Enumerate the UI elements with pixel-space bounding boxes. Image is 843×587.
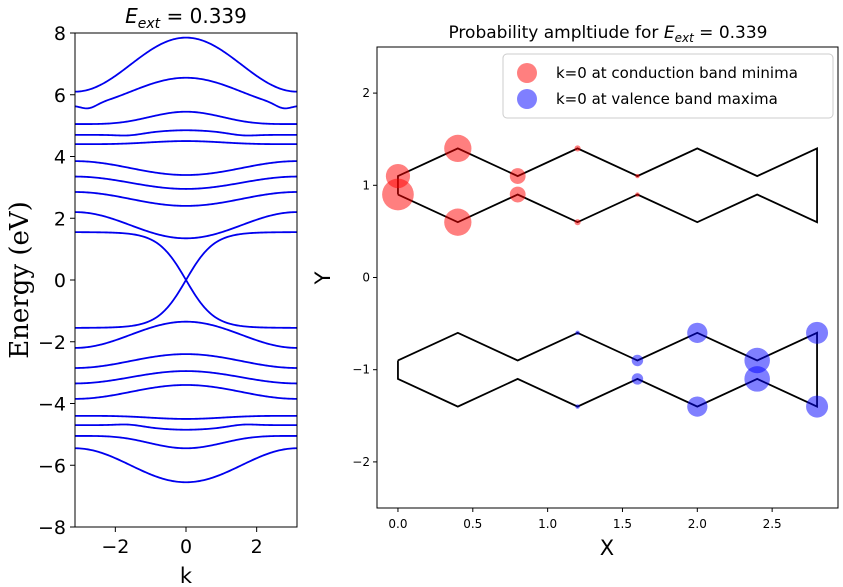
legend-box [502,53,834,119]
legend-marker-conduction [517,63,537,83]
band-structure-panel: Eext = 0.339 −2 0 2 −8 −6 −4 −2 0 2 4 6 8 k Energy… [5,4,298,587]
conduction-amplitude-marker [444,134,472,163]
band-line [75,414,297,420]
amplitude-x-axis-label: X [600,536,614,560]
valence-amplitude-marker [744,347,770,374]
y-tick-label: 0 [54,270,66,292]
y-tick-label: 0 [362,271,370,285]
title-value: = 0.339 [160,4,247,28]
conduction-amplitude-marker [635,192,640,197]
legend-marker-valence [517,89,537,109]
conduction-amplitude-marker [574,219,581,226]
band-y-ticks: −8 −6 −4 −2 0 2 4 6 8 [38,23,75,539]
band-line [75,353,297,369]
band-line [74,447,298,484]
y-tick-label: −6 [38,455,66,477]
y-tick-label: 2 [362,86,370,100]
conduction-amplitude-marker [382,178,414,211]
band-line [74,36,298,93]
title-subscript: ext [138,16,161,32]
band-line [74,211,298,240]
valence-amplitude-marker [575,330,580,336]
x-tick-label: 1.5 [613,517,632,531]
band-line [74,384,298,400]
amplitude-title: Probability ampltiude for Eext = 0.339 [448,23,767,45]
conduction-amplitude-marker [509,168,526,184]
y-tick-label: 1 [362,178,370,192]
legend-label-valence: k=0 at valence band maxima [556,90,778,108]
valence-amplitude-marker [575,404,580,409]
valence-amplitude-marker [687,396,708,417]
x-tick-label: 2.5 [763,517,782,531]
conduction-amplitude-marker [635,173,640,179]
title-prefix: Probability ampltiude for [448,23,663,43]
conduction-amplitude-marker [509,186,526,203]
band-x-axis-label: k [180,564,193,587]
band-lines [74,36,298,484]
x-tick-label: −2 [101,536,129,558]
band-line [74,231,298,282]
legend: k=0 at conduction band minima k=0 at val… [502,53,834,119]
band-line [74,320,298,349]
conduction-amplitude-marker [574,145,581,152]
band-line [75,370,297,385]
title-subscript: ext [675,31,695,45]
y-tick-label: −4 [38,394,66,416]
x-tick-label: 0 [180,536,192,558]
y-tick-label: −8 [38,517,66,539]
amplitude-markers [382,134,829,418]
amplitude-panel: Probability ampltiude for Eext = 0.339 0… [311,23,839,560]
band-line [75,191,297,207]
band-x-ticks: −2 0 2 [101,527,263,558]
amplitude-x-ticks: 0.0 0.5 1.0 1.5 2.0 2.5 [388,508,782,531]
x-tick-label: 2.0 [688,517,707,531]
conduction-amplitude-marker [444,208,472,236]
band-line [75,110,297,125]
title-e: E [664,23,675,43]
legend-label-conduction: k=0 at conduction band minima [556,64,798,82]
amplitude-y-ticks: −2 −1 0 1 2 [352,86,377,469]
x-tick-label: 1.0 [538,517,557,531]
band-line [75,140,297,146]
valence-amplitude-marker [744,366,770,392]
valence-amplitude-marker [806,321,829,344]
x-tick-label: 0.0 [388,517,407,531]
x-tick-label: 0.5 [463,517,482,531]
band-line [75,435,297,450]
lattice-outline [397,147,818,224]
band-line [75,129,297,137]
band-line [74,278,298,329]
y-tick-label: −2 [38,332,66,354]
valence-amplitude-marker [631,373,644,385]
valence-amplitude-marker [687,322,708,343]
band-line [74,160,298,176]
amplitude-y-axis-label: Y [311,271,335,285]
band-structure-title: Eext = 0.339 [125,4,247,32]
x-tick-label: 2 [251,536,263,558]
band-line [74,76,298,110]
band-line [75,175,297,190]
valence-amplitude-marker [806,395,829,418]
y-tick-label: 8 [54,23,66,45]
title-value: = 0.339 [694,23,768,43]
y-tick-label: 6 [54,85,66,107]
band-line [75,423,297,431]
y-tick-label: 2 [54,208,66,230]
y-tick-label: −2 [352,455,370,469]
valence-amplitude-marker [631,354,644,367]
y-tick-label: −1 [352,363,370,377]
y-tick-label: 4 [54,147,66,169]
title-e: E [125,4,138,28]
band-y-axis-label: Energy (eV) [5,201,35,359]
